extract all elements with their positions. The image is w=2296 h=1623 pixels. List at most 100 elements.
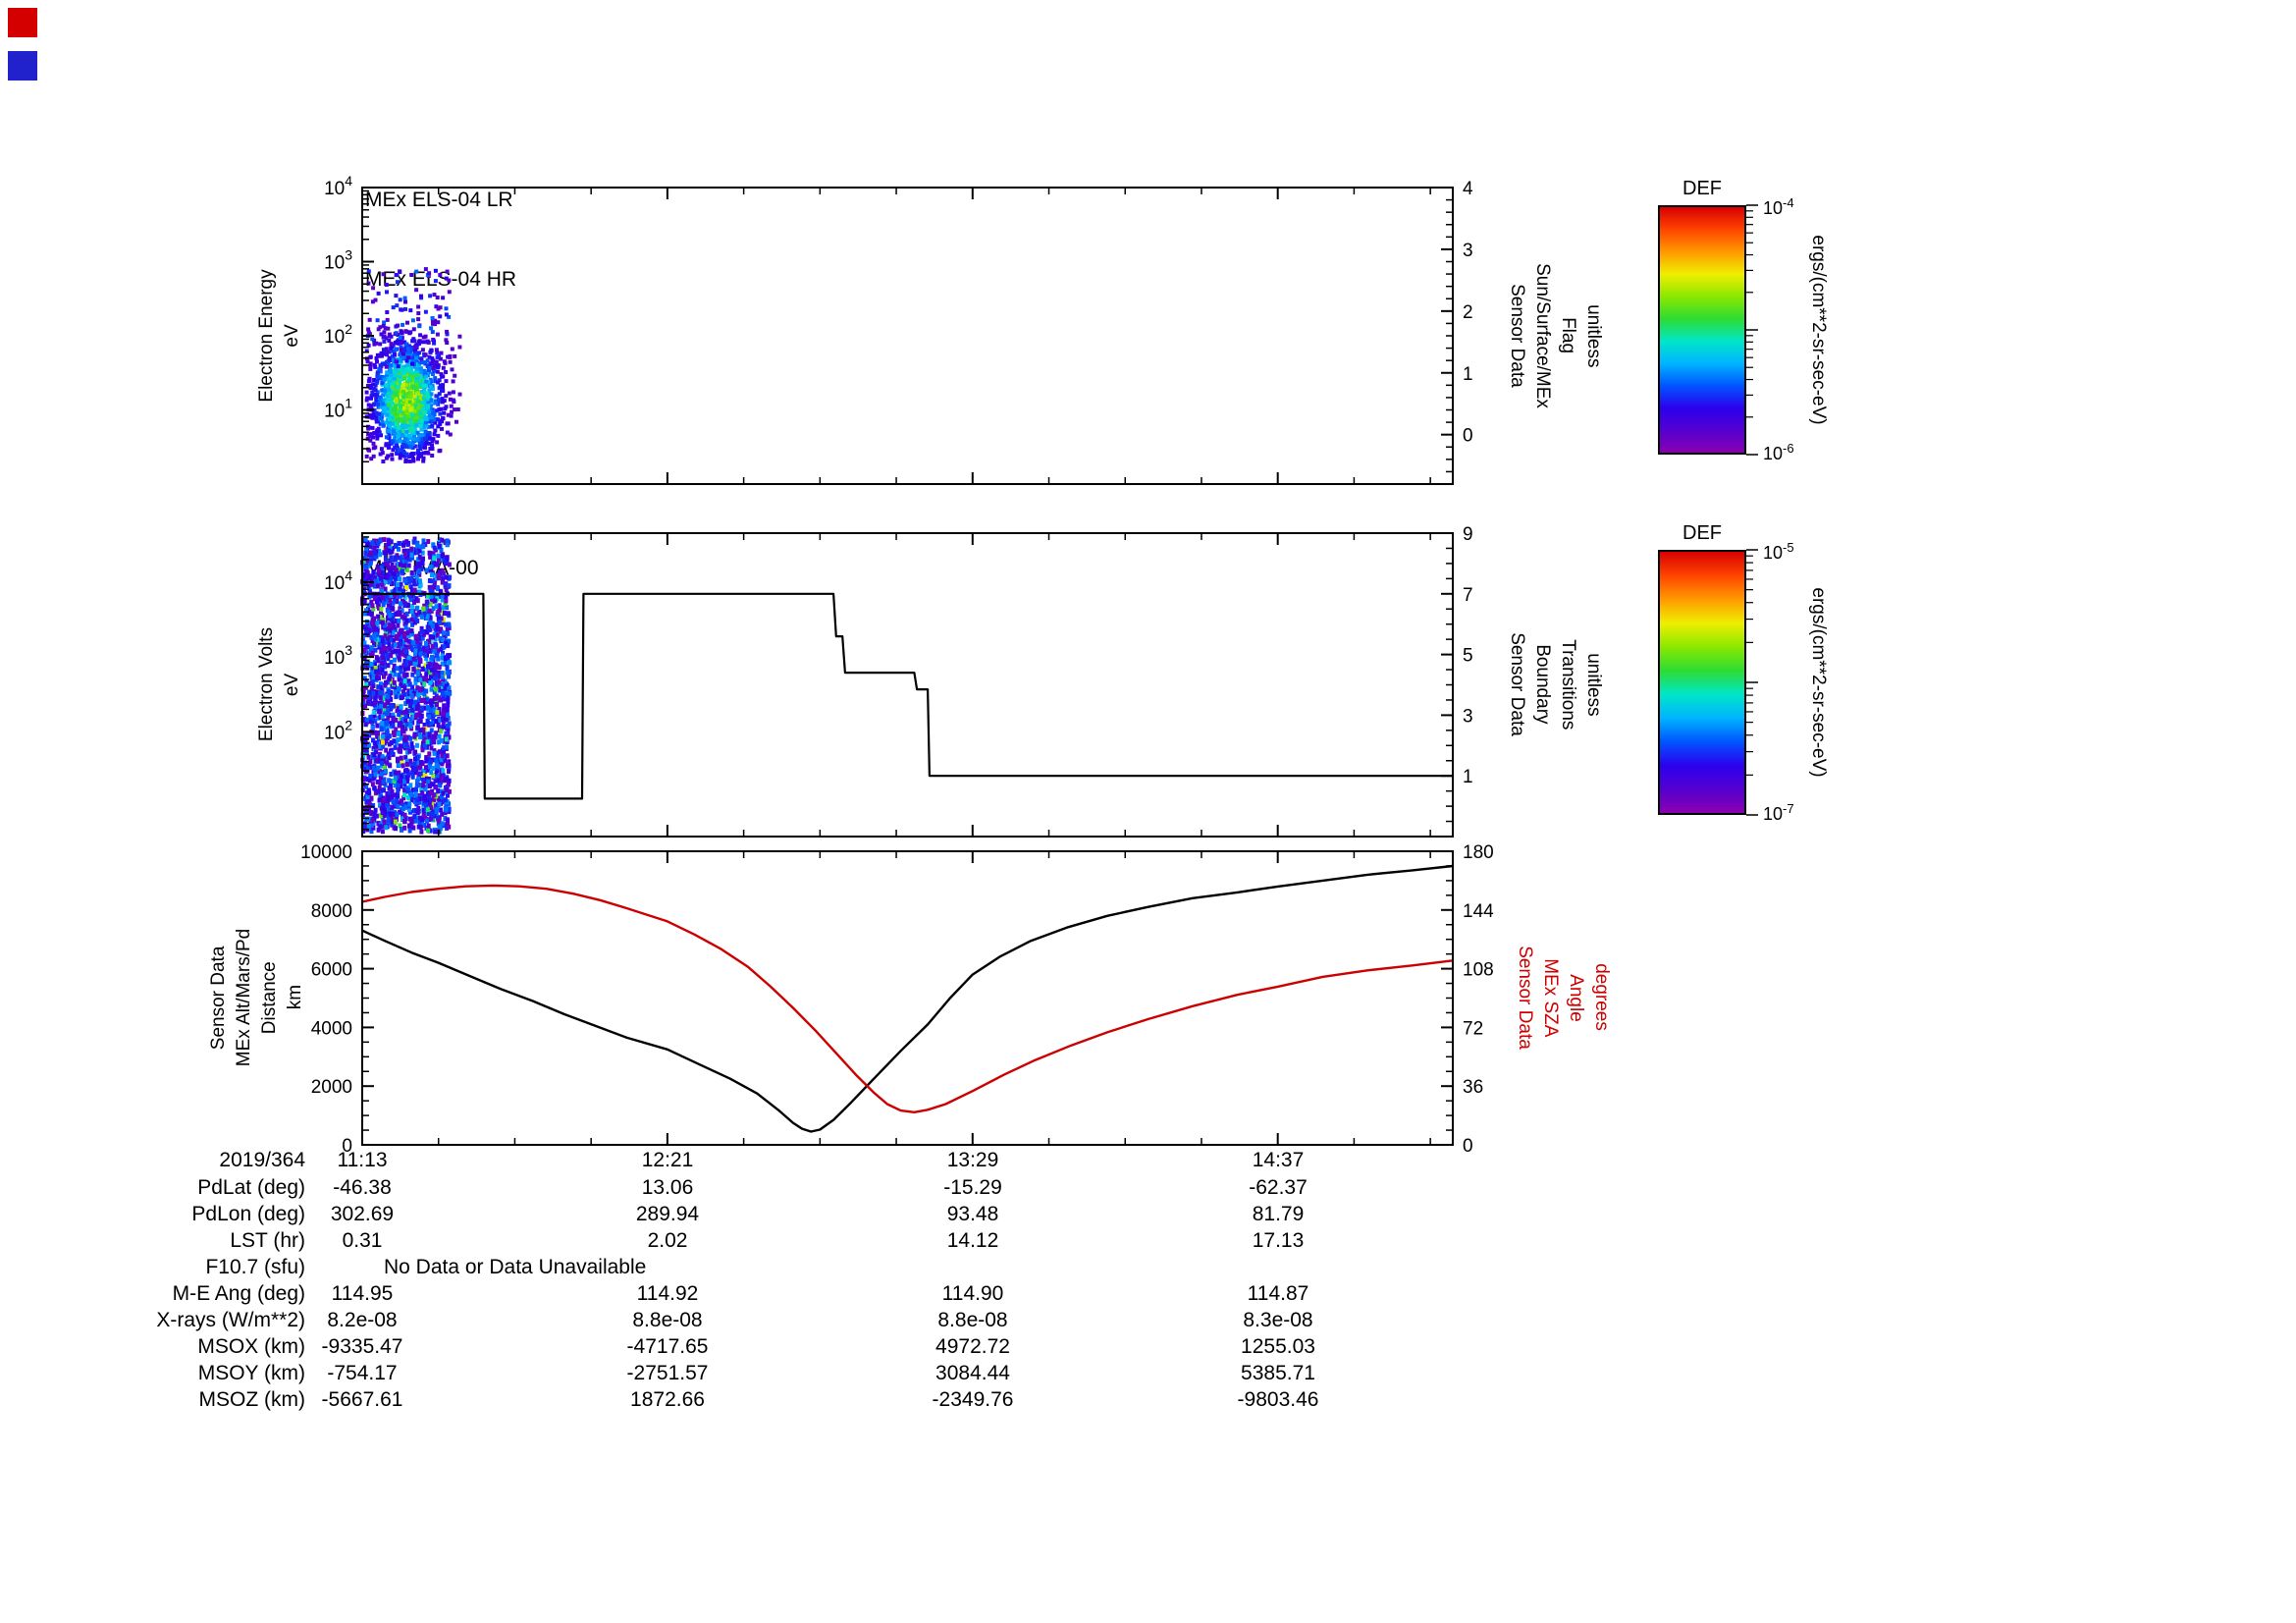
ancillary-value: -754.17 xyxy=(327,1362,398,1384)
svg-text:3: 3 xyxy=(1463,241,1473,261)
svg-text:72: 72 xyxy=(1463,1018,1483,1039)
ima-title-line1: MEx IMA-00 xyxy=(365,557,479,579)
time-tick-label: 13:29 xyxy=(946,1149,999,1171)
ancillary-value: 3084.44 xyxy=(935,1362,1010,1384)
ancillary-row: MSOX (km) -9335.47 -4717.65 4972.72 1255.03 xyxy=(0,1335,1620,1361)
ancillary-row-label: M-E Ang (deg) xyxy=(172,1282,305,1305)
els-panel-title: MEx ELS-04 LR MEx ELS-04 HR xyxy=(365,134,516,346)
ancillary-row: LST (hr) 0.31 2.02 14.12 17.13 xyxy=(0,1229,1620,1255)
colorbar1-units-label: ergs/(cm**2-sr-sec-eV) xyxy=(1808,235,1829,425)
ancillary-value: -5667.61 xyxy=(321,1388,403,1411)
time-tick-label: 11:13 xyxy=(337,1149,388,1171)
ancillary-value: 8.3e-08 xyxy=(1243,1309,1313,1331)
ancillary-value: 5385.71 xyxy=(1241,1362,1315,1384)
svg-text:1: 1 xyxy=(1463,364,1473,385)
ancillary-value: No Data or Data Unavailable xyxy=(384,1256,647,1278)
ancillary-value: 4972.72 xyxy=(935,1335,1010,1358)
ancillary-value: 81.79 xyxy=(1252,1203,1305,1225)
svg-text:108: 108 xyxy=(1463,960,1494,981)
els-right-axis-label: Sensor Data Sun/Surface/MEx Flag unitles… xyxy=(1507,263,1604,408)
ancillary-value: 1255.03 xyxy=(1241,1335,1315,1358)
colorbar1-title: DEF xyxy=(1682,178,1722,199)
els-title-line2: MEx ELS-04 HR xyxy=(365,268,517,291)
ima-right-axis-label: Sensor Data Boundary Transitions unitles… xyxy=(1507,632,1604,736)
svg-text:104: 104 xyxy=(324,173,352,199)
svg-text:4000: 4000 xyxy=(311,1018,352,1039)
ancillary-row: PdLat (deg) -46.38 13.06 -15.29 -62.37 xyxy=(0,1176,1620,1202)
ancillary-value: 302.69 xyxy=(330,1203,395,1225)
svg-text:1: 1 xyxy=(1463,767,1473,787)
svg-text:36: 36 xyxy=(1463,1077,1483,1098)
time-tick-label: 14:37 xyxy=(1252,1149,1305,1171)
svg-text:102: 102 xyxy=(324,717,352,743)
svg-text:6000: 6000 xyxy=(311,960,352,981)
ancillary-value: -46.38 xyxy=(333,1176,392,1199)
colorbar1 xyxy=(1658,205,1746,455)
ancillary-value: 13.06 xyxy=(641,1176,694,1199)
alt-y-axis-label: Sensor Data MEx Alt/Mars/Pd Distance km xyxy=(208,928,305,1067)
svg-text:7: 7 xyxy=(1463,585,1473,606)
colorbar1-max-tick-label: 10-4 xyxy=(1763,195,1794,218)
svg-text:144: 144 xyxy=(1463,901,1494,922)
red-corner-marker xyxy=(8,8,37,37)
ancillary-value: 114.90 xyxy=(941,1282,1004,1305)
els-y-axis-label: Electron Energy eV xyxy=(256,269,302,403)
svg-text:10000: 10000 xyxy=(300,842,352,863)
ancillary-value: -9803.46 xyxy=(1237,1388,1319,1411)
svg-text:2: 2 xyxy=(1463,302,1473,323)
ancillary-value: 2.02 xyxy=(647,1229,688,1252)
ancillary-row: X-rays (W/m**2) 8.2e-08 8.8e-08 8.8e-08 8.3e… xyxy=(0,1309,1620,1334)
svg-text:104: 104 xyxy=(324,568,352,594)
svg-text:2000: 2000 xyxy=(311,1077,352,1098)
ancillary-value: -4717.65 xyxy=(626,1335,709,1358)
ancillary-value: 114.87 xyxy=(1247,1282,1309,1305)
ancillary-value: 17.13 xyxy=(1252,1229,1305,1252)
svg-text:180: 180 xyxy=(1463,842,1494,863)
ancillary-row-label: X-rays (W/m**2) xyxy=(156,1309,305,1331)
ancillary-value: 1872.66 xyxy=(630,1388,705,1411)
ancillary-value: -2751.57 xyxy=(626,1362,709,1384)
ancillary-value: 93.48 xyxy=(946,1203,999,1225)
ancillary-value: -15.29 xyxy=(943,1176,1002,1199)
ancillary-value: 8.8e-08 xyxy=(632,1309,703,1331)
ancillary-row-label: MSOY (km) xyxy=(197,1362,305,1384)
ancillary-value: 114.92 xyxy=(636,1282,699,1305)
colorbar2-min-tick-label: 10-7 xyxy=(1763,801,1794,824)
ima-y-axis-label: Electron Volts eV xyxy=(256,626,302,742)
els-title-line1: MEx ELS-04 LR xyxy=(365,189,513,211)
ima-panel-title: MEx IMA-00 xyxy=(365,502,479,634)
colorbar2-units-label: ergs/(cm**2-sr-sec-eV) xyxy=(1808,587,1829,778)
blue-corner-marker xyxy=(8,51,37,81)
data-curves xyxy=(361,592,1454,1133)
ancillary-row: MSOZ (km) -5667.61 1872.66 -2349.76 -9803.46 xyxy=(0,1388,1620,1414)
ancillary-value: -2349.76 xyxy=(932,1388,1014,1411)
ancillary-row: 2019/364 11:13 12:21 13:29 14:37 xyxy=(0,1149,1620,1174)
ancillary-row: M-E Ang (deg) 114.95 114.92 114.90 114.87 xyxy=(0,1282,1620,1308)
svg-text:102: 102 xyxy=(324,321,352,348)
colorbar2-max-tick-label: 10-5 xyxy=(1763,540,1794,563)
ancillary-value: 14.12 xyxy=(946,1229,999,1252)
ancillary-value: 8.8e-08 xyxy=(937,1309,1008,1331)
ancillary-row-label: PdLon (deg) xyxy=(191,1203,305,1225)
svg-text:8000: 8000 xyxy=(311,901,352,922)
ancillary-value: -9335.47 xyxy=(321,1335,403,1358)
colorbar2 xyxy=(1658,550,1746,815)
time-tick-label: 12:21 xyxy=(641,1149,694,1171)
ancillary-row: F10.7 (sfu) No Data or Data Unavailable xyxy=(0,1256,1620,1281)
svg-text:3: 3 xyxy=(1463,706,1473,727)
ancillary-row-label: PdLat (deg) xyxy=(197,1176,305,1199)
alt-right-axis-label: Sensor Data MEx SZA Angle degrees xyxy=(1515,946,1612,1050)
ancillary-row-label: F10.7 (sfu) xyxy=(205,1256,305,1278)
ancillary-value: 8.2e-08 xyxy=(327,1309,398,1331)
svg-text:9: 9 xyxy=(1463,524,1473,545)
ancillary-row: MSOY (km) -754.17 -2751.57 3084.44 5385.71 xyxy=(0,1362,1620,1387)
svg-text:0: 0 xyxy=(1463,426,1473,447)
ancillary-row-label: MSOX (km) xyxy=(197,1335,305,1358)
svg-text:101: 101 xyxy=(324,396,352,422)
date-label: 2019/364 xyxy=(219,1149,305,1171)
ancillary-value: -62.37 xyxy=(1249,1176,1308,1199)
ancillary-value: 289.94 xyxy=(635,1203,700,1225)
svg-text:4: 4 xyxy=(1463,179,1473,199)
ancillary-row-label: MSOZ (km) xyxy=(198,1388,305,1411)
